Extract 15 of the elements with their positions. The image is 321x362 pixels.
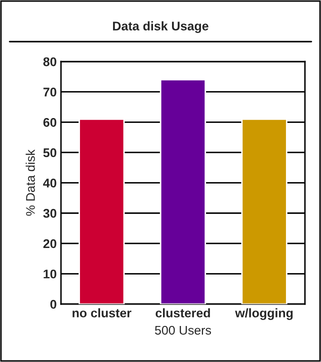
x-tick-label: no cluster [72,308,132,318]
y-tick-label: 70 [43,88,56,97]
x-tick-label: w/logging [235,308,293,320]
x-axis-title: 500 Users [154,326,212,335]
y-tick-label: 20 [43,239,56,248]
y-tick-label: 50 [43,148,56,158]
chart-title: Data disk Usage [113,21,208,34]
y-tick-label: 40 [43,178,56,188]
y-tick-label: 60 [43,118,56,127]
y-tick-label: 80 [43,57,56,66]
y-tick-label: 10 [44,270,56,278]
y-axis-title: % Data disk [26,149,35,216]
y-tick-label: 0 [50,300,56,309]
y-tick-label: 30 [43,208,56,218]
x-tick-label: clustered [156,308,210,318]
